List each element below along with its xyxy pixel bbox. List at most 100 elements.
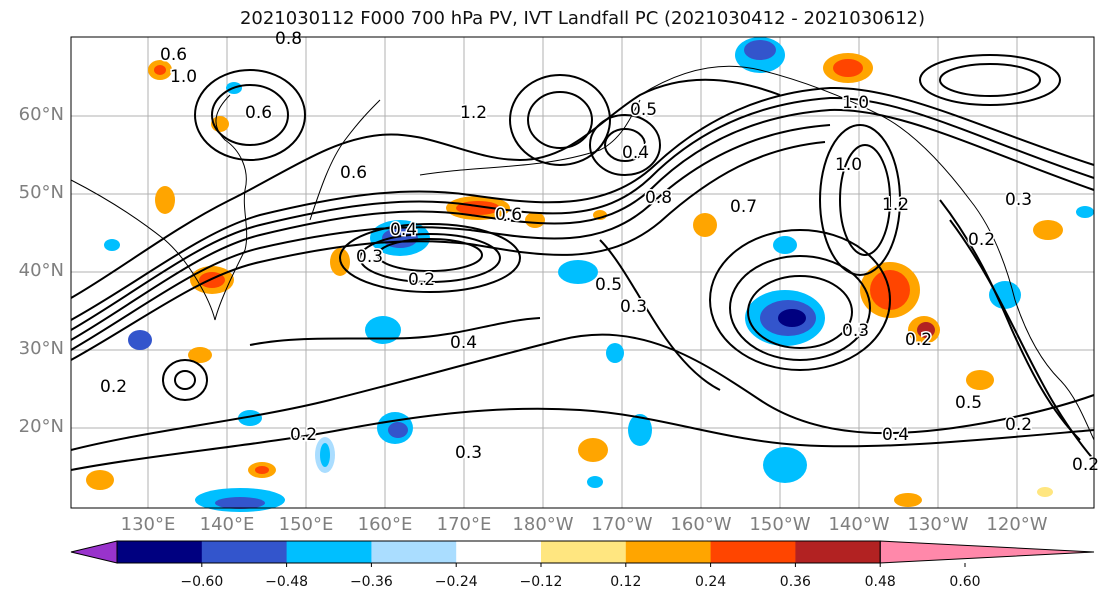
latitude-label: 20°N — [18, 416, 64, 437]
latitude-label: 50°N — [18, 182, 64, 203]
longitude-label: 120°W — [986, 514, 1048, 535]
contour-line — [939, 63, 1041, 97]
contour-line — [70, 333, 1095, 451]
colorbar-label: 0.48 — [864, 574, 896, 590]
anomaly-blob — [587, 476, 603, 488]
anomaly-blob — [188, 347, 212, 363]
contour-label: 0.3 — [842, 321, 869, 341]
contour-label: 0.8 — [645, 188, 672, 208]
anomaly-blob — [966, 370, 994, 390]
contour-label: 0.2 — [1072, 455, 1099, 475]
map-frame — [70, 36, 1095, 509]
longitude-label: 140°E — [199, 514, 255, 535]
contour-line — [509, 74, 611, 166]
contour-label: 0.4 — [450, 333, 477, 353]
anomaly-blob — [86, 470, 114, 490]
latitude-label: 60°N — [18, 104, 64, 125]
contour-line — [949, 219, 1095, 461]
contour-label: 1.2 — [460, 103, 487, 123]
contour-label: 0.2 — [1005, 415, 1032, 435]
anomaly-blob — [215, 497, 265, 509]
anomaly-blob — [894, 493, 922, 507]
colorbar-segment — [625, 541, 712, 563]
coastline-alaska — [639, 65, 1095, 441]
colorbar-segment — [456, 541, 542, 563]
anomaly-blob — [525, 212, 545, 228]
colorbar-segment — [710, 541, 796, 563]
colorbar-extend-high — [879, 540, 1095, 564]
anomaly-blob — [238, 410, 262, 426]
contour-label: 0.3 — [620, 297, 647, 317]
contour-line — [939, 199, 1081, 441]
contour-line — [729, 255, 871, 361]
coastlines — [70, 65, 1095, 441]
colorbar-frame — [116, 540, 881, 564]
colorbar-label: 0.36 — [779, 574, 811, 590]
contour-label: 0.3 — [455, 443, 482, 463]
contour-label: 1.0 — [170, 67, 197, 87]
contour-line — [377, 238, 483, 272]
longitude-label: 140°W — [828, 514, 890, 535]
contour-line — [819, 124, 901, 276]
contour-line — [359, 233, 501, 283]
anomaly-blob — [154, 65, 166, 75]
contour-label: 1.2 — [882, 195, 909, 215]
map-panel: 0.80.61.00.6 1.2 0.50.41.00.60.40.20.30.50… — [70, 28, 1101, 512]
contour-line — [339, 223, 521, 293]
contour-line — [709, 229, 891, 371]
anomaly-blob — [558, 260, 598, 284]
contour-label: 1.0 — [842, 93, 869, 113]
anomaly-blob — [606, 343, 624, 363]
contour-line — [70, 124, 831, 351]
contour-line — [599, 239, 721, 391]
anomaly-blob — [833, 59, 863, 77]
anomaly-blob — [763, 447, 807, 483]
colorbar-label: −0.36 — [349, 574, 393, 590]
contour-label: 0.2 — [100, 377, 127, 397]
longitude-label: 170°W — [591, 514, 653, 535]
pv-contours — [70, 54, 1095, 471]
colorbar-label: 0.24 — [695, 574, 727, 590]
anomaly-blob — [155, 186, 175, 214]
longitude-label: 160°W — [670, 514, 732, 535]
map-title: 2021030112 F000 700 hPa PV, IVT Landfall… — [239, 8, 926, 29]
anomaly-blob — [365, 316, 401, 344]
colorbar-segment — [541, 541, 627, 563]
colorbar-segment — [795, 541, 881, 563]
longitude-label: 180°W — [512, 514, 574, 535]
contour-line — [747, 275, 853, 349]
contour-label: 0.3 — [1005, 190, 1032, 210]
longitude-label: 130°W — [907, 514, 969, 535]
contour-label: 0.2 — [968, 230, 995, 250]
colorbar-label: 0.12 — [610, 574, 642, 590]
anomaly-blob — [388, 422, 408, 438]
longitude-label: 130°E — [120, 514, 176, 535]
anomaly-blob — [255, 466, 269, 474]
contour-label: 0.2 — [290, 425, 317, 445]
anomaly-blob — [628, 414, 652, 446]
longitude-label: 160°E — [357, 514, 413, 535]
contour-label: 0.4 — [882, 425, 909, 445]
colorbar-label: −0.24 — [434, 574, 478, 590]
contour-line — [589, 114, 661, 176]
latitude-label: 40°N — [18, 260, 64, 281]
anomaly-blob — [128, 330, 152, 350]
contour-label: 0.5 — [595, 275, 622, 295]
anomaly-blob — [693, 213, 717, 237]
contour-label: 0.6 — [245, 103, 272, 123]
contour-label: 0.6 — [160, 45, 187, 65]
contour-label: 0.3 — [356, 247, 383, 267]
contour-line — [70, 78, 781, 299]
anomaly-blob — [773, 236, 797, 254]
contour-line — [839, 144, 891, 256]
contour-label: 0.6 — [340, 163, 367, 183]
contour-line — [70, 108, 1095, 341]
contour-label: 0.4 — [390, 220, 417, 240]
anomaly-blob — [1037, 487, 1053, 497]
contour-line — [70, 86, 1095, 321]
colorbar-label: −0.12 — [519, 574, 563, 590]
coastline-aleutians — [419, 99, 641, 176]
contour-line — [194, 69, 306, 161]
contour-line — [70, 407, 1095, 471]
